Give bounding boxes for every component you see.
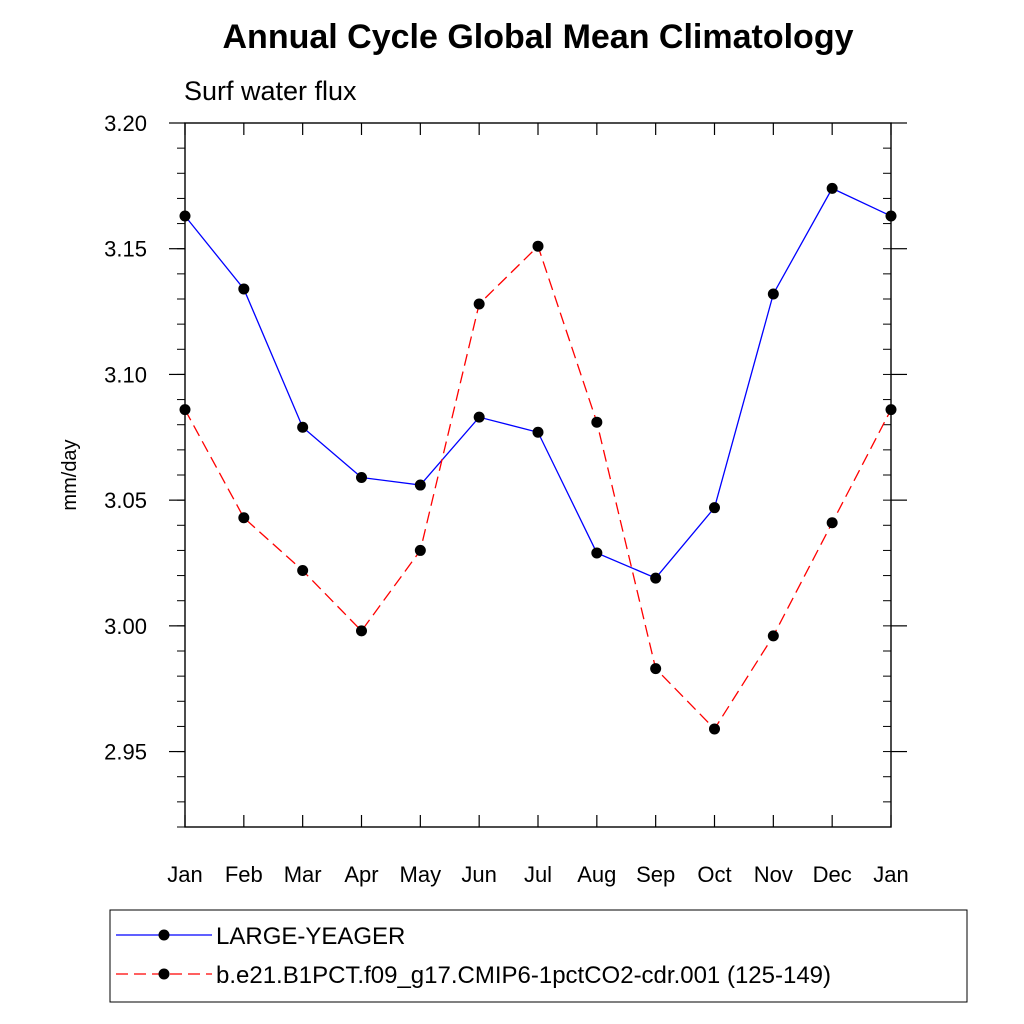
series-1-point [414,544,426,556]
x-tick-label: Jun [461,862,496,887]
y-tick-label: 3.15 [104,237,147,262]
ticks-layer [169,122,907,828]
y-tick-label: 3.00 [104,614,147,639]
series-1-point [238,512,250,524]
series-line-1 [184,245,892,730]
series-0-point [179,210,191,222]
series-1-point [885,404,897,416]
series-0-point [414,479,426,491]
x-tick-label: May [400,862,442,887]
legend-marker-1 [158,968,170,980]
plot-frame [184,122,892,828]
x-tick-label: Jan [873,862,908,887]
chart-subtitle: Surf water flux [184,76,357,106]
chart-title: Annual Cycle Global Mean Climatology [223,18,854,56]
y-axis-label: mm/day [59,439,81,510]
legend-label-1: b.e21.B1PCT.f09_g17.CMIP6-1pctCO2-cdr.00… [216,962,831,989]
series-layer [179,182,897,735]
x-tick-label: Dec [813,862,852,887]
series-1-point [826,517,838,529]
legend-label-0: LARGE-YEAGER [216,923,405,950]
series-0-point [709,502,720,514]
y-tick-label: 2.95 [104,740,147,765]
series-1-point [356,625,367,637]
x-tick-label: Aug [577,862,616,887]
labels-layer: Jan Feb Mar Apr May Jun Jul Aug Sep Oct Nov Dec Jan 3… [104,111,909,887]
series-0-point [826,182,838,194]
series-0-point [767,288,779,300]
y-tick-label: 3.10 [104,362,147,387]
x-tick-label: Mar [284,862,322,887]
series-0-point [297,421,309,433]
x-tick-label: Apr [344,862,378,887]
x-tick-label: Sep [636,862,675,887]
x-tick-label: Oct [697,862,731,887]
series-0-point [650,572,662,584]
y-tick-label: 3.20 [104,111,147,136]
series-1-point [532,240,544,252]
series-0-point [591,547,603,559]
series-0-point [473,411,485,423]
series-1-point [179,404,191,416]
series-0-point [238,283,250,295]
legend-marker-0 [158,929,170,941]
series-0-point [356,472,367,484]
series-1-point [473,298,485,310]
series-0-point [532,426,544,438]
series-1-point [709,723,720,735]
series-1-point [650,663,662,675]
x-tick-label: Feb [225,862,263,887]
series-0-point [885,210,897,222]
x-tick-label: Nov [754,862,793,887]
series-1-point [591,416,603,428]
series-1-point [297,565,309,577]
series-1-point [767,630,779,642]
x-tick-label: Jan [167,862,202,887]
legend-box [109,909,968,1003]
x-tick-label: Jul [524,862,552,887]
y-tick-label: 3.05 [104,488,147,513]
legend: LARGE-YEAGER b.e21.B1PCT.f09_g17.CMIP6-1p… [116,923,831,989]
